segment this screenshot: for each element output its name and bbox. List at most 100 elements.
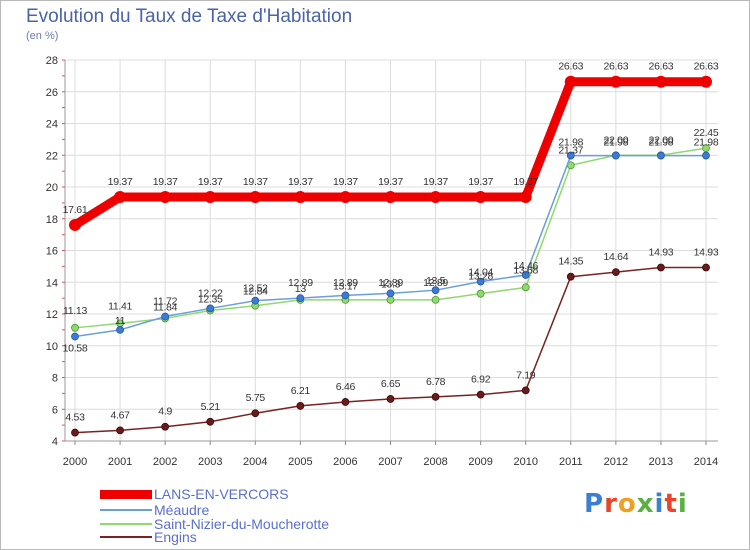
data-label-saint-nizier: 12.89 (333, 277, 358, 289)
x-tick-label: 2009 (468, 456, 492, 468)
data-label-lans-en-vercors: 19.37 (108, 176, 133, 188)
data-point-meaudre (341, 291, 350, 300)
data-label-lans-en-vercors: 26.63 (694, 61, 719, 73)
data-point-meaudre (386, 289, 395, 298)
data-point-engins (161, 422, 170, 431)
logo-letter: i (654, 489, 665, 519)
legend-item-saint-nizier: Saint-Nizier-du-Moucherotte (100, 516, 330, 532)
data-label-meaudre: 13 (295, 283, 307, 295)
data-point-meaudre (566, 151, 575, 160)
data-label-saint-nizier: 22.00 (603, 134, 628, 146)
data-label-meaudre: 14.46 (513, 260, 538, 272)
data-label-meaudre: 13.5 (426, 275, 446, 287)
data-point-lans-en-vercors (564, 75, 577, 88)
data-label-lans-en-vercors: 19.37 (513, 176, 538, 188)
data-label-engins: 4.9 (158, 406, 172, 418)
data-label-saint-nizier: 13.68 (513, 264, 538, 276)
x-tick-label: 2012 (604, 456, 628, 468)
data-point-meaudre (431, 286, 440, 295)
logo-letter: o (617, 489, 637, 519)
data-label-engins: 14.64 (603, 251, 628, 263)
data-label-saint-nizier: 13.28 (468, 271, 493, 283)
data-label-engins: 14.35 (558, 256, 583, 268)
data-point-meaudre (251, 296, 260, 305)
data-point-lans-en-vercors (474, 191, 487, 204)
data-label-saint-nizier: 12.22 (198, 288, 223, 300)
y-tick-label: 4 (52, 436, 58, 448)
data-point-meaudre (161, 312, 170, 321)
data-point-engins (702, 263, 710, 272)
x-tick-label: 2001 (108, 456, 132, 468)
data-point-engins (431, 392, 440, 401)
x-tick-label: 2011 (559, 456, 583, 468)
x-tick-label: 2003 (198, 456, 222, 468)
x-tick-label: 2004 (243, 456, 267, 468)
legend-label-saint-nizier: Saint-Nizier-du-Moucherotte (154, 516, 330, 532)
data-point-engins (386, 395, 395, 403)
data-label-meaudre: 13.17 (333, 280, 358, 292)
data-label-engins: 4.53 (65, 412, 85, 424)
data-label-meaudre: 21.98 (558, 137, 583, 149)
data-point-meaudre (296, 294, 305, 303)
data-point-engins (296, 402, 305, 410)
logo-letter: t (664, 489, 678, 519)
data-label-engins: 5.75 (246, 392, 266, 404)
logo-letter: P (584, 489, 605, 519)
data-label-saint-nizier: 22.00 (649, 134, 674, 146)
data-point-meaudre (702, 151, 710, 160)
x-tick-label: 2008 (423, 456, 447, 468)
data-label-meaudre: 12.84 (243, 286, 268, 298)
data-point-engins (476, 390, 485, 399)
x-tick-label: 2010 (513, 456, 537, 468)
data-point-meaudre (611, 151, 620, 160)
data-label-lans-en-vercors: 26.63 (558, 61, 583, 73)
data-point-engins (521, 386, 530, 395)
x-tick-label: 2014 (694, 456, 718, 468)
data-label-lans-en-vercors: 19.37 (378, 176, 403, 188)
data-label-engins: 14.93 (694, 246, 719, 258)
data-point-lans-en-vercors (294, 191, 307, 204)
data-label-engins: 6.46 (336, 381, 356, 393)
y-tick-label: 6 (52, 404, 58, 416)
data-point-lans-en-vercors (69, 218, 81, 231)
y-tick-label: 8 (52, 373, 58, 385)
data-label-engins: 6.92 (471, 374, 491, 386)
data-label-saint-nizier: 11.13 (63, 305, 87, 317)
data-point-lans-en-vercors (429, 191, 442, 204)
data-label-saint-nizier: 12.89 (378, 277, 403, 289)
y-tick-label: 20 (46, 182, 58, 194)
data-point-lans-en-vercors (114, 191, 127, 204)
legend-label-meaudre: Méaudre (154, 502, 210, 518)
data-point-saint-nizier (702, 144, 710, 153)
data-label-meaudre: 13.3 (381, 278, 401, 290)
y-tick-label: 26 (46, 87, 58, 99)
logo-letter: i (677, 489, 688, 519)
data-label-lans-en-vercors: 19.37 (423, 176, 448, 188)
data-point-engins (116, 426, 124, 435)
data-point-lans-en-vercors (159, 191, 172, 204)
data-point-saint-nizier (71, 323, 79, 332)
legend-item-meaudre: Méaudre (100, 502, 210, 518)
data-label-lans-en-vercors: 26.63 (649, 61, 674, 73)
legend-item-engins: Engins (100, 529, 197, 545)
data-label-engins: 6.78 (426, 376, 446, 388)
legend-label-lans-en-vercors: LANS-EN-VERCORS (154, 486, 289, 502)
data-point-meaudre (206, 304, 215, 313)
data-point-lans-en-vercors (654, 75, 667, 88)
x-tick-label: 2013 (649, 456, 673, 468)
data-label-meaudre: 14.04 (468, 267, 493, 279)
data-label-meaudre: 21.98 (649, 137, 674, 149)
chart-subtitle: (en %) (26, 30, 59, 42)
y-tick-label: 12 (46, 309, 58, 321)
data-label-saint-nizier: 12.52 (243, 283, 268, 295)
data-label-lans-en-vercors: 19.37 (153, 176, 178, 188)
data-label-meaudre: 10.58 (63, 343, 88, 355)
y-tick-label: 24 (46, 119, 58, 131)
data-point-meaudre (657, 151, 665, 160)
y-tick-label: 28 (46, 55, 58, 67)
x-tick-label: 2006 (333, 456, 357, 468)
y-tick-label: 18 (46, 214, 58, 226)
chart-series (69, 75, 712, 437)
data-label-saint-nizier: 11.41 (108, 300, 132, 312)
